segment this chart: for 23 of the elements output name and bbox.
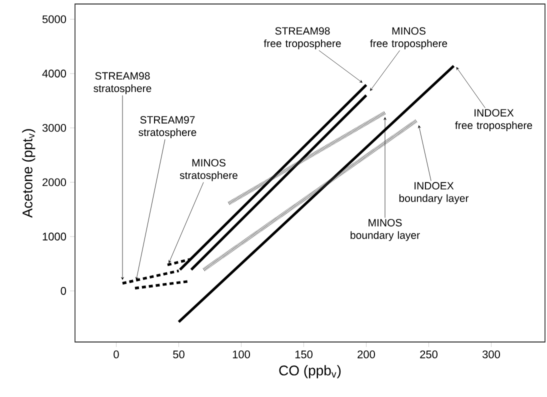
annotation: STREAM97 stratosphere: [138, 116, 196, 138]
x-tick-label: 150: [295, 350, 312, 358]
annotation: STREAM98 free troposphere: [264, 27, 341, 50]
y-axis-title: Acetone (ppt$_{v}$): [22, 129, 36, 218]
annotation: MINOS free troposphere: [370, 27, 448, 50]
annotation: INDOEX free troposphere: [455, 109, 532, 132]
y-tick-label: 5000: [42, 15, 66, 24]
x-tick-label: 250: [420, 350, 438, 358]
annotation: STREAM98 stratosphere: [94, 72, 152, 94]
x-tick-label: 0: [114, 350, 119, 358]
y-tick-label: 1000: [42, 232, 66, 240]
x-tick-label: 300: [482, 350, 500, 358]
annotation: MINOS stratosphere: [180, 159, 238, 182]
annotation: MINOS boundary layer: [350, 219, 420, 241]
y-tick-label: 0: [60, 287, 66, 295]
y-tick-label: 3000: [42, 124, 66, 132]
annotation: INDOEX boundary layer: [399, 182, 469, 204]
x-axis-title: CO (ppb$_{v}$): [279, 365, 341, 378]
x-tick-label: 200: [358, 350, 375, 358]
x-tick-label: 100: [232, 350, 250, 358]
x-tick-label: 50: [173, 350, 184, 358]
y-tick-label: 2000: [42, 178, 66, 186]
y-tick-label: 4000: [42, 70, 66, 78]
